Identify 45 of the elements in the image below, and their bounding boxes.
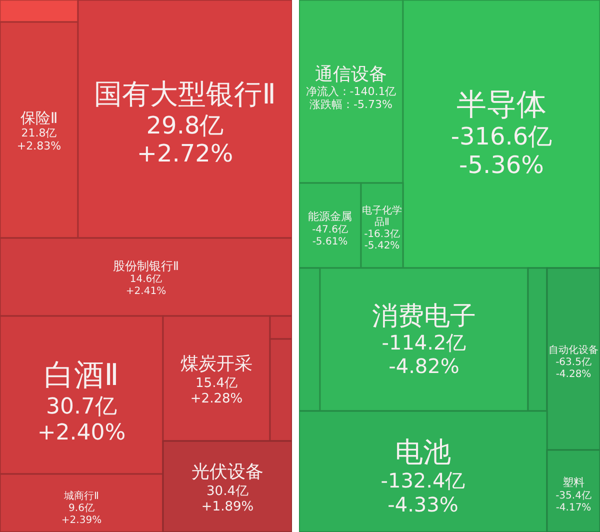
data-label: +2.83% bbox=[16, 139, 62, 152]
category-label: 保险Ⅱ bbox=[20, 109, 58, 128]
category-label: 半导体 bbox=[456, 88, 546, 123]
category-label: 光伏设备 bbox=[192, 462, 264, 483]
data-label: 9.6亿 bbox=[68, 503, 94, 514]
data-label: +2.41% bbox=[126, 286, 166, 297]
data-label: -35.4亿 bbox=[556, 490, 592, 502]
category-label: 自动化设备 bbox=[548, 344, 598, 356]
data-label: +2.40% bbox=[37, 420, 126, 446]
category-label: 白酒Ⅱ bbox=[44, 358, 119, 394]
data-label: -5.42% bbox=[364, 240, 400, 252]
data-label: -63.5亿 bbox=[556, 357, 592, 368]
category-label: 电池 bbox=[395, 435, 451, 468]
data-label: +1.89% bbox=[201, 499, 254, 514]
category-label: 股份制银行Ⅱ bbox=[113, 259, 179, 274]
data-label: 30.4亿 bbox=[206, 484, 248, 499]
data-label: -5.61% bbox=[312, 236, 348, 248]
category-label: 国有大型银行Ⅱ bbox=[94, 78, 276, 111]
data-label: -16.3亿 bbox=[364, 228, 400, 240]
data-label: 21.8亿 bbox=[21, 126, 57, 140]
category-label: 煤炭开采 bbox=[180, 354, 252, 375]
category-label: 消费电子 bbox=[372, 301, 476, 332]
data-label: 净流入：-140.1亿 bbox=[306, 85, 396, 98]
category-label: 能源金属 bbox=[308, 210, 352, 224]
data-label: -47.6亿 bbox=[312, 224, 348, 236]
category-label: 通信设备 bbox=[315, 64, 387, 86]
data-label: -4.28% bbox=[556, 368, 592, 380]
data-label: -4.33% bbox=[388, 492, 458, 516]
data-label: -114.2亿 bbox=[382, 330, 466, 355]
data-label: 涨跌幅：-5.73% bbox=[310, 98, 392, 112]
data-label: -316.6亿 bbox=[450, 122, 552, 151]
data-label: +2.72% bbox=[136, 140, 234, 168]
data-label: -4.17% bbox=[556, 502, 592, 514]
data-label: +2.39% bbox=[61, 514, 102, 526]
data-label: +2.28% bbox=[190, 391, 243, 406]
category-label: 电子化学品Ⅱ bbox=[362, 204, 402, 228]
data-label: -5.36% bbox=[459, 150, 544, 179]
data-label: -4.82% bbox=[388, 354, 460, 378]
category-label: 城商行Ⅱ bbox=[63, 490, 99, 502]
data-label: 14.6亿 bbox=[130, 274, 162, 286]
data-label: 29.8亿 bbox=[146, 111, 224, 140]
data-label: -132.4亿 bbox=[380, 468, 466, 493]
data-label: 30.7亿 bbox=[46, 394, 117, 420]
category-label: 塑料 bbox=[562, 476, 584, 490]
data-label: 15.4亿 bbox=[196, 376, 238, 391]
